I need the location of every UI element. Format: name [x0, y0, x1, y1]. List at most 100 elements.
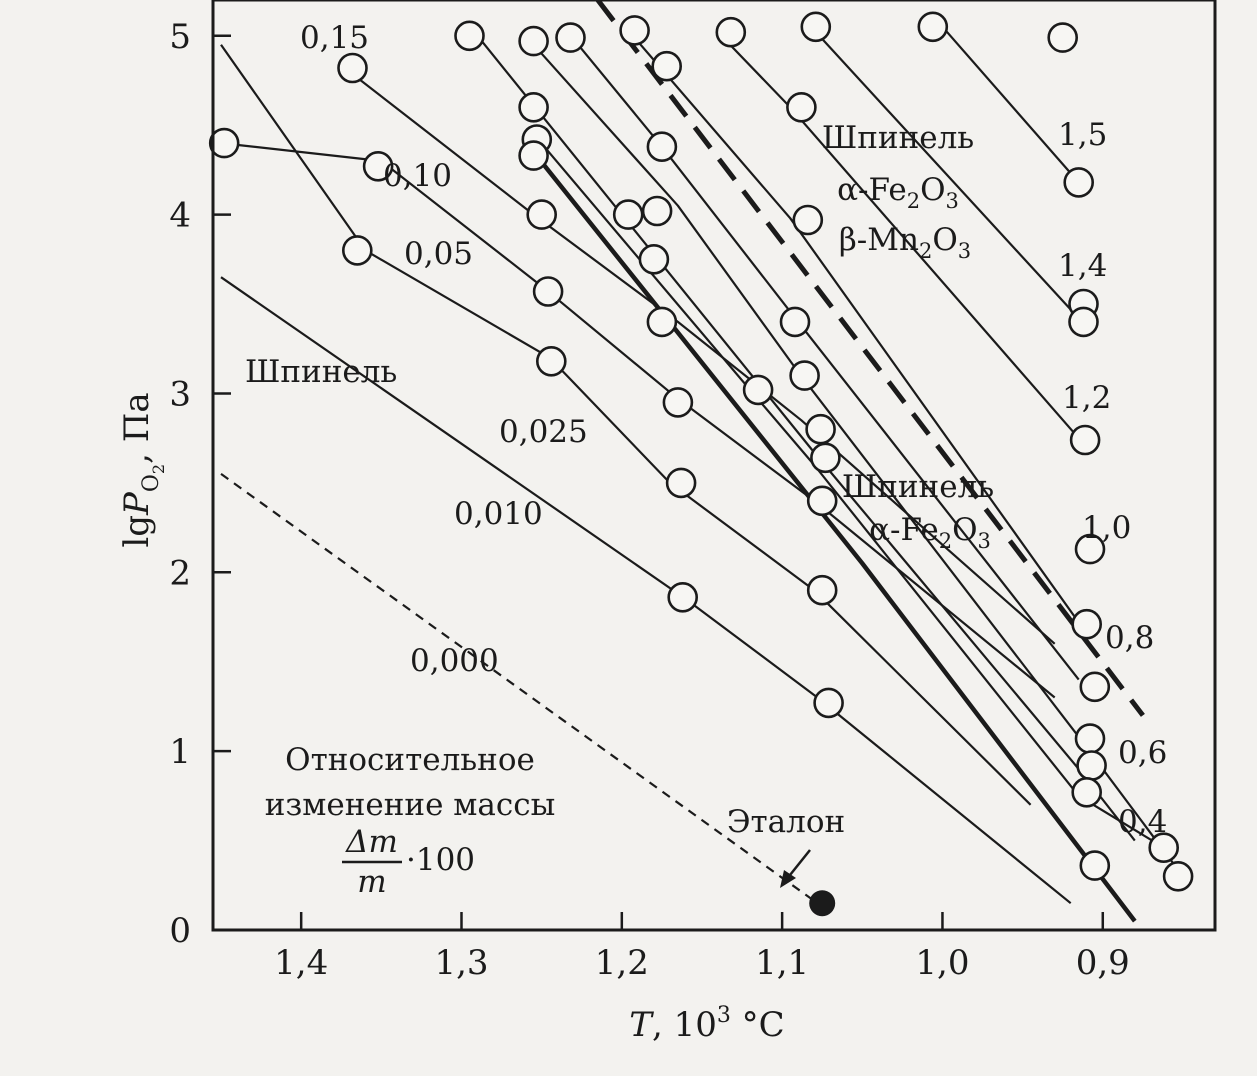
middle-region-label-1: Шпинель [842, 469, 994, 505]
data-point [362, 151, 394, 182]
series-line-0-05 [220, 142, 1056, 699]
data-point [1047, 22, 1078, 53]
y-tick-label: 3 [169, 374, 191, 414]
data-point [651, 50, 683, 82]
axis-tick-labels: 1,4 1,3 1,2 1,1 1,0 0,9 0 1 2 3 4 5 [169, 17, 1129, 983]
data-point [1076, 750, 1107, 781]
data-point [337, 52, 368, 84]
data-point [619, 15, 650, 46]
y-tick-label: 0 [169, 911, 191, 951]
data-point [646, 131, 678, 162]
curve-label-0-15: 0,15 [300, 20, 369, 56]
data-point [1079, 850, 1111, 881]
curve-label-0-05: 0,05 [404, 236, 473, 272]
data-point [1074, 533, 1106, 565]
data-point [1063, 167, 1094, 198]
data-point [208, 127, 240, 159]
series-line-boundary-mn2o3 [595, 0, 1145, 717]
data-point [646, 306, 678, 338]
data-point [1162, 860, 1194, 892]
series-layer [220, 0, 1184, 923]
curve-label-0-4: 0,4 [1118, 804, 1167, 840]
data-point [806, 574, 838, 606]
series-line-1-4 [810, 26, 1080, 320]
curve-label-1-5: 1,5 [1058, 117, 1107, 153]
data-point [786, 92, 817, 123]
data-point [638, 243, 670, 275]
data-point [1068, 306, 1099, 338]
y-axis-title: lgPO2, Па [117, 392, 168, 547]
data-point [806, 485, 838, 517]
upper-region-label-2: α-Fe2O3 [837, 172, 959, 213]
data-point [792, 204, 824, 236]
data-point [518, 140, 549, 171]
data-point [518, 25, 549, 57]
series-line-0-010 [220, 276, 1072, 905]
data-point [779, 306, 811, 338]
data-point [341, 235, 373, 266]
data-point [518, 92, 549, 123]
annotation-multiplier: ·100 [406, 842, 475, 878]
curve-label-0-010: 0,010 [454, 496, 543, 532]
y-tick-label: 4 [169, 196, 191, 236]
curve-label-0-025: 0,025 [499, 414, 588, 450]
data-point [1071, 608, 1102, 640]
curve-label-1-2: 1,2 [1062, 380, 1111, 416]
x-tick-label: 1,4 [274, 943, 328, 983]
axis-ticks [213, 34, 1105, 932]
series-line-1-0 [628, 31, 1080, 624]
middle-region-label-2: α-Fe2O3 [869, 512, 991, 553]
y-tick-label: 5 [169, 17, 191, 57]
series-line-1-5 [941, 26, 1080, 184]
series-line-0-8 [572, 38, 1080, 681]
curve-label-1-4: 1,4 [1058, 248, 1107, 284]
reference-point [809, 890, 836, 917]
x-axis-title: T, 103 °C [629, 1003, 784, 1045]
data-point [1079, 671, 1111, 703]
x-tick-label: 1,1 [755, 943, 809, 983]
data-point [1074, 723, 1106, 754]
series-line-0-025 [220, 44, 1032, 806]
data-point [715, 16, 747, 48]
reference-layer [809, 890, 836, 917]
annotation-denominator: m [357, 864, 386, 900]
y-tick-label: 2 [169, 553, 191, 593]
curve-label-0-6: 0,6 [1118, 735, 1167, 771]
plot-frame [211, 0, 1217, 932]
data-point [641, 195, 673, 227]
annotation-line-2: изменение массы [265, 787, 556, 823]
data-point [813, 687, 844, 719]
marker-layer [208, 11, 1194, 892]
annotation-numerator: Δm [345, 824, 398, 860]
data-point [535, 345, 567, 377]
data-point [1071, 776, 1102, 808]
curve-label-0-8: 0,8 [1105, 620, 1154, 656]
reference-arrow-head [780, 870, 796, 888]
data-point [532, 276, 564, 307]
x-tick-label: 1,2 [595, 943, 649, 983]
spinel-region-label: Шпинель [245, 354, 397, 390]
data-point [917, 11, 949, 43]
series-line-0-10 [348, 70, 1056, 645]
x-tick-label: 1,3 [434, 943, 488, 983]
data-point [800, 11, 832, 43]
data-point [526, 199, 558, 230]
y-tick-label: 1 [169, 732, 191, 772]
upper-region-label-1: Шпинель [822, 120, 974, 156]
curve-label-1-0: 1,0 [1082, 510, 1131, 546]
annotation-line-1: Относительное [285, 742, 535, 778]
data-point [742, 374, 774, 406]
data-point [662, 387, 694, 418]
data-point [667, 581, 699, 613]
curve-label-0-000: 0,000 [410, 643, 499, 679]
data-point [1069, 424, 1101, 456]
x-tick-label: 1,0 [915, 943, 969, 983]
data-point [805, 413, 836, 445]
data-point [1148, 832, 1179, 864]
data-point [810, 442, 841, 474]
series-line-boundary-fe2o3 [531, 150, 1137, 923]
upper-region-label-3: β-Mn2O3 [839, 222, 971, 263]
data-point [665, 467, 697, 499]
